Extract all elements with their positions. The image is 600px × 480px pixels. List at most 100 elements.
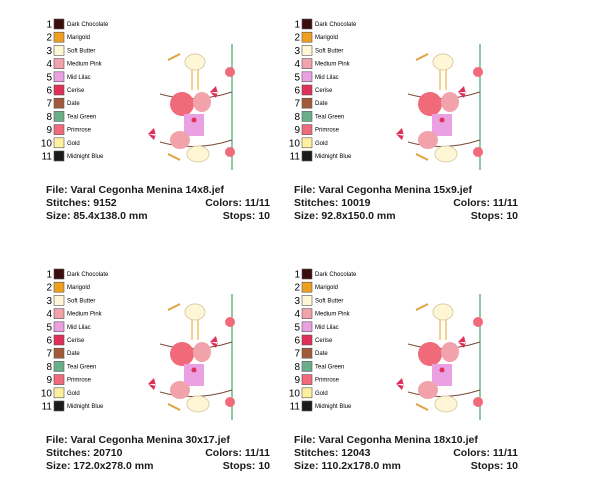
thread-name: Dark Chocolate — [67, 272, 109, 278]
design-panel: 1 Dark Chocolate 2 Marigold 3 Soft Butter 4 Med… — [289, 268, 518, 472]
thread-number: 2 — [46, 33, 52, 44]
thread-swatch — [301, 71, 313, 83]
thread-swatch — [53, 71, 65, 83]
thread-name: Primrose — [67, 128, 92, 134]
thread-swatch — [53, 97, 65, 109]
thread-number: 6 — [294, 336, 300, 347]
stop-count: Stops: 10 — [471, 460, 518, 472]
thread-number: 5 — [46, 322, 52, 333]
thread-swatch — [53, 31, 65, 43]
thread-swatch — [53, 334, 65, 346]
thread-number: 10 — [289, 388, 301, 399]
thread-number: 8 — [294, 362, 300, 373]
stitch-count: Stitches: 10019 — [294, 197, 371, 209]
thread-number: 9 — [294, 375, 300, 386]
thread-name: Medium Pink — [315, 62, 351, 68]
design-size: Size: 92.8x150.0 mm — [294, 210, 396, 222]
thread-number: 7 — [294, 349, 300, 360]
thread-number: 2 — [46, 283, 52, 294]
thread-swatch — [301, 361, 313, 372]
thread-name: Cerise — [315, 88, 333, 94]
file-name: File: Varal Cegonha Menina 18x10.jef — [294, 434, 478, 446]
thread-swatch — [301, 295, 313, 306]
thread-name: Medium Pink — [67, 312, 103, 318]
thread-name: Marigold — [67, 35, 90, 41]
thread-number: 10 — [289, 138, 301, 149]
thread-number: 10 — [41, 138, 53, 149]
thread-swatch — [53, 124, 65, 135]
thread-name: Primrose — [315, 378, 340, 384]
thread-swatch — [53, 361, 65, 372]
color-count: Colors: 11/11 — [205, 197, 270, 209]
thread-number: 4 — [294, 309, 300, 320]
thread-name: Soft Butter — [315, 48, 343, 54]
thread-name: Mid Lilac — [315, 75, 339, 81]
thread-number: 7 — [46, 99, 52, 110]
design-preview — [148, 44, 235, 170]
thread-name: Date — [67, 351, 80, 357]
thread-name: Gold — [315, 141, 328, 147]
thread-name: Cerise — [67, 338, 85, 344]
thread-name: Midnight Blue — [315, 154, 352, 160]
thread-swatch — [301, 45, 313, 56]
thread-name: Primrose — [67, 378, 92, 384]
file-name: File: Varal Cegonha Menina 30x17.jef — [46, 434, 230, 446]
thread-name: Soft Butter — [67, 298, 95, 304]
color-count: Colors: 11/11 — [453, 197, 518, 209]
thread-swatch — [301, 374, 313, 385]
thread-number: 11 — [290, 402, 301, 413]
thread-number: 1 — [294, 270, 300, 281]
thread-name: Medium Pink — [315, 312, 351, 318]
thread-name: Gold — [67, 141, 80, 147]
color-count: Colors: 11/11 — [453, 447, 518, 459]
thread-name: Primrose — [315, 128, 340, 134]
thread-swatch — [301, 334, 313, 346]
thread-name: Gold — [315, 391, 328, 397]
thread-number: 8 — [46, 362, 52, 373]
thread-swatch — [53, 387, 65, 399]
thread-number: 3 — [294, 296, 300, 307]
thread-swatch — [53, 281, 65, 293]
thread-number: 5 — [294, 72, 300, 83]
thread-number: 3 — [46, 296, 52, 307]
stop-count: Stops: 10 — [223, 210, 270, 222]
thread-number: 1 — [46, 270, 52, 281]
stitch-count: Stitches: 9152 — [46, 197, 117, 209]
design-preview — [148, 294, 235, 420]
thread-number: 2 — [294, 283, 300, 294]
stop-count: Stops: 10 — [223, 460, 270, 472]
thread-swatch — [53, 137, 65, 149]
thread-number: 7 — [46, 349, 52, 360]
thread-swatch — [53, 308, 65, 319]
thread-name: Dark Chocolate — [315, 22, 357, 28]
thread-swatch — [53, 374, 65, 385]
thread-swatch — [301, 321, 313, 333]
thread-swatch — [53, 150, 65, 162]
thread-name: Mid Lilac — [67, 325, 91, 331]
thread-swatch — [301, 400, 313, 412]
design-preview — [396, 44, 483, 170]
thread-name: Teal Green — [315, 364, 344, 370]
thread-name: Soft Butter — [315, 298, 343, 304]
thread-swatch — [301, 97, 313, 109]
thread-name: Gold — [67, 391, 80, 397]
thread-swatch — [301, 58, 313, 69]
thread-number: 5 — [294, 322, 300, 333]
thread-name: Marigold — [315, 285, 338, 291]
thread-name: Soft Butter — [67, 48, 95, 54]
thread-number: 3 — [46, 46, 52, 57]
design-size: Size: 85.4x138.0 mm — [46, 210, 148, 222]
thread-name: Teal Green — [315, 114, 344, 120]
thread-swatch — [53, 347, 65, 359]
thread-swatch — [53, 58, 65, 69]
thread-swatch — [301, 31, 313, 43]
thread-swatch — [301, 347, 313, 359]
stitch-count: Stitches: 20710 — [46, 447, 123, 459]
thread-number: 7 — [294, 99, 300, 110]
thread-name: Teal Green — [67, 114, 96, 120]
thread-number: 8 — [46, 112, 52, 123]
thread-name: Dark Chocolate — [315, 272, 357, 278]
thread-number: 4 — [46, 309, 52, 320]
thread-swatch — [53, 45, 65, 56]
